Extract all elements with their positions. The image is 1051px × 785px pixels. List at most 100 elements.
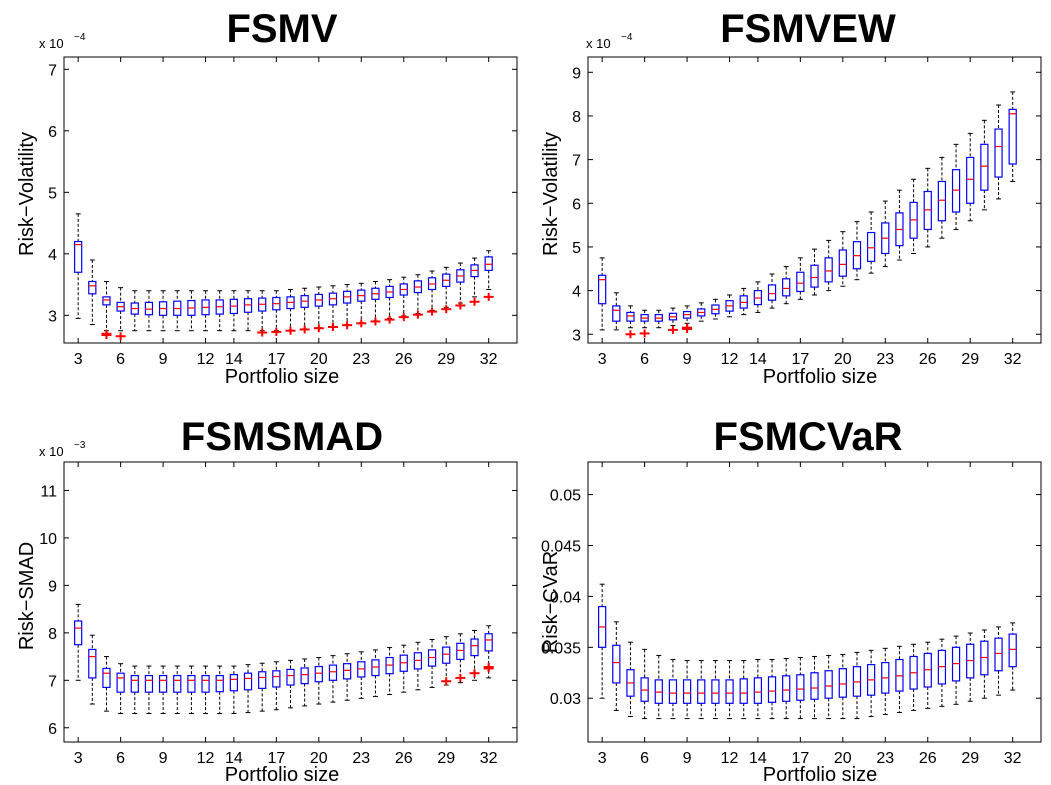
iqr-box xyxy=(272,670,281,688)
box xyxy=(739,287,748,316)
box xyxy=(187,290,196,332)
iqr-box xyxy=(286,668,295,686)
box xyxy=(654,654,663,720)
iqr-box xyxy=(243,298,253,313)
box xyxy=(229,665,239,715)
iqr-box xyxy=(88,648,97,679)
box xyxy=(229,290,239,332)
box xyxy=(258,290,267,332)
box xyxy=(385,647,394,696)
box xyxy=(767,273,777,309)
y-tick-label: 0.05 xyxy=(550,488,581,505)
box xyxy=(144,665,154,715)
iqr-box xyxy=(767,676,777,703)
iqr-box xyxy=(767,284,777,301)
box xyxy=(427,270,437,311)
chart-title: FSMSMAD xyxy=(181,415,383,459)
outlier xyxy=(384,315,395,324)
y-tick-label: 0.03 xyxy=(550,691,581,708)
y-tick-label: 7 xyxy=(48,673,57,690)
box xyxy=(951,143,961,230)
box xyxy=(116,287,125,332)
x-tick-label: 29 xyxy=(961,351,979,368)
x-axis-label: Portfolio size xyxy=(225,764,340,785)
box xyxy=(966,632,975,702)
iqr-box xyxy=(74,620,83,646)
outlier xyxy=(625,330,636,339)
box xyxy=(640,648,649,720)
plot-frame xyxy=(63,56,518,344)
x-tick-label: 14 xyxy=(749,351,767,368)
y-axis-label: Risk−Volatility xyxy=(540,132,562,256)
x-tick-label: 12 xyxy=(721,351,739,368)
outlier xyxy=(115,332,126,341)
iqr-box xyxy=(144,301,154,316)
iqr-box xyxy=(994,128,1003,178)
box xyxy=(442,266,451,308)
y-tick-label: 3 xyxy=(572,327,581,344)
box xyxy=(215,665,224,715)
y-tick-label: 7 xyxy=(48,62,57,79)
box xyxy=(371,280,380,322)
x-tick-label: 23 xyxy=(876,351,894,368)
iqr-box xyxy=(866,231,876,262)
iqr-box xyxy=(484,633,493,652)
x-tick-label: 12 xyxy=(721,750,739,767)
x-tick-label: 26 xyxy=(395,750,413,767)
y-tick-label: 9 xyxy=(48,578,57,595)
iqr-box xyxy=(116,672,125,693)
x-tick-label: 6 xyxy=(116,351,125,368)
box xyxy=(966,132,975,222)
box xyxy=(598,583,607,699)
box xyxy=(215,290,224,332)
iqr-box xyxy=(824,257,833,283)
box xyxy=(88,259,97,326)
outlier xyxy=(299,325,310,334)
x-tick-label: 6 xyxy=(640,750,649,767)
plot-body: 3 4 5 6 7 3 6 9 12 14 17 20 23 26 29 32 xyxy=(48,57,517,368)
x-axis-label: Portfolio size xyxy=(225,366,340,388)
box xyxy=(739,660,748,720)
box xyxy=(1008,622,1017,691)
outlier xyxy=(483,292,494,301)
y-tick-label: 6 xyxy=(572,196,581,213)
box xyxy=(909,643,918,711)
outlier xyxy=(285,326,296,335)
plot-frame xyxy=(63,461,518,743)
y-multiplier-base: x 10 xyxy=(586,36,611,51)
y-tick-label: 8 xyxy=(572,109,581,126)
iqr-box xyxy=(796,271,805,293)
box xyxy=(144,290,154,332)
box xyxy=(852,651,862,720)
iqr-box xyxy=(187,674,196,693)
iqr-box xyxy=(130,674,139,693)
x-tick-label: 6 xyxy=(116,750,125,767)
iqr-box xyxy=(697,679,706,704)
plot-body: 3 4 5 6 7 8 9 3 6 9 12 14 17 20 23 26 29 32 xyxy=(572,57,1041,368)
x-tick-label: 9 xyxy=(159,750,168,767)
iqr-box xyxy=(243,672,253,691)
x-tick-label: 3 xyxy=(74,750,83,767)
box xyxy=(824,654,833,720)
box xyxy=(711,660,720,720)
x-tick-label: 14 xyxy=(225,351,243,368)
y-tick-label: 5 xyxy=(572,240,581,257)
box xyxy=(314,286,323,329)
box xyxy=(866,649,876,718)
box xyxy=(682,660,692,720)
x-tick-label: 3 xyxy=(598,750,607,767)
x-tick-label: 32 xyxy=(1004,750,1022,767)
outlier xyxy=(370,317,381,326)
panel-fsmcvar: FSMCVaR Portfolio size Risk−CVaR 0.030.0… xyxy=(540,415,1042,785)
outlier xyxy=(441,677,452,686)
box xyxy=(427,638,437,688)
box xyxy=(158,665,168,715)
box xyxy=(753,659,763,720)
box xyxy=(413,274,423,314)
iqr-box xyxy=(796,674,805,701)
iqr-box xyxy=(810,264,819,288)
box xyxy=(286,659,295,709)
y-tick-label: 11 xyxy=(40,483,57,500)
x-tick-label: 20 xyxy=(310,750,328,767)
iqr-box xyxy=(258,671,267,689)
